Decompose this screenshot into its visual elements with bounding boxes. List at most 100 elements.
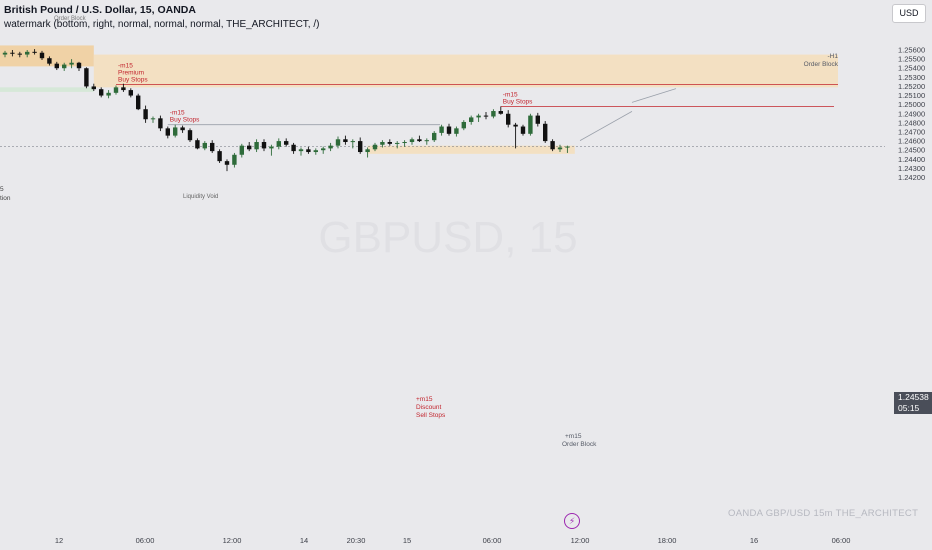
candle-body-37: [276, 141, 281, 147]
annotation-discount-2: Discount: [416, 404, 441, 411]
candle-body-28: [210, 142, 215, 152]
candle-body-76: [565, 146, 570, 148]
candle-body-53: [395, 142, 400, 144]
candle-body-72: [535, 115, 540, 124]
candle-body-19: [143, 109, 148, 120]
candle-body-59: [439, 126, 444, 133]
candle-body-49: [365, 149, 370, 153]
indicator-legend[interactable]: watermark (bottom, right, normal, normal…: [4, 19, 320, 30]
candle-body-18: [136, 95, 141, 110]
y-tick-6: 1.25000: [898, 100, 925, 109]
candle-body-55: [409, 139, 415, 143]
candle-body-43: [321, 148, 326, 151]
candle-body-75: [557, 147, 563, 150]
currency-button[interactable]: USD: [892, 4, 926, 23]
candle-body-52: [387, 142, 392, 144]
candle-body-33: [247, 145, 252, 150]
y-tick-7: 1.24900: [898, 109, 925, 118]
candle-body-8: [62, 64, 67, 69]
candle-body-12: [91, 86, 96, 90]
annotation-h1: -H1: [828, 53, 839, 60]
x-tick-5: 15: [403, 536, 411, 545]
annotation-discount-1: +m15: [416, 396, 433, 403]
level-label-0-1: Premium: [118, 70, 144, 77]
candle-body-17: [128, 90, 133, 96]
candle-body-51: [380, 142, 385, 145]
candle-body-73: [543, 123, 548, 142]
current-price-value: 1.24538: [898, 392, 929, 402]
y-tick-13: 1.24300: [898, 164, 925, 173]
y-tick-2: 1.25400: [898, 64, 925, 73]
y-tick-3: 1.25300: [898, 73, 925, 82]
x-tick-0: 12: [55, 536, 63, 545]
candle-body-0: [2, 52, 8, 55]
candle-body-20: [150, 118, 156, 120]
candle-body-36: [269, 146, 274, 149]
x-tick-6: 06:00: [483, 536, 502, 545]
candle-body-1: [10, 52, 15, 54]
zone-3: [367, 145, 575, 154]
level-label-2-1: Buy Stops: [170, 117, 200, 124]
x-tick-9: 16: [750, 536, 758, 545]
candle-body-46: [343, 139, 348, 143]
candle-body-60: [446, 126, 452, 134]
candle-body-11: [84, 68, 89, 87]
candle-body-30: [224, 161, 230, 165]
candle-body-25: [187, 130, 193, 141]
candle-body-64: [476, 115, 481, 118]
candle-body-16: [121, 87, 126, 91]
candle-body-38: [284, 141, 289, 145]
candle-body-41: [306, 149, 311, 153]
candle-body-32: [239, 145, 244, 155]
x-tick-10: 06:00: [832, 536, 851, 545]
candle-body-6: [47, 58, 52, 64]
level-label-1-1: Buy Stops: [503, 98, 533, 105]
chart-title: British Pound / U.S. Dollar, 15, OANDA: [4, 4, 196, 16]
candle-body-24: [180, 127, 185, 131]
candle-body-54: [402, 142, 407, 144]
price-axis-bg: [885, 0, 932, 550]
candle-body-35: [261, 142, 267, 149]
candle-body-66: [491, 111, 496, 117]
x-tick-2: 12:00: [223, 536, 242, 545]
candle-body-69: [513, 124, 518, 127]
zone-0: [0, 45, 94, 67]
candle-body-74: [550, 141, 555, 150]
annotation-h1-ob: Order Block: [804, 61, 839, 68]
candle-body-42: [313, 150, 318, 153]
x-tick-8: 18:00: [658, 536, 677, 545]
y-tick-14: 1.24200: [898, 173, 925, 182]
candle-body-62: [461, 121, 466, 129]
candle-body-34: [254, 142, 259, 150]
y-tick-10: 1.24600: [898, 137, 925, 146]
candle-body-21: [158, 118, 163, 129]
level-label-0-0: -m15: [118, 63, 133, 70]
y-tick-12: 1.24400: [898, 155, 925, 164]
annotation-zone-tion: tion: [0, 195, 11, 202]
y-tick-9: 1.24700: [898, 127, 925, 136]
candle-body-7: [54, 63, 59, 69]
candle-body-29: [217, 151, 222, 162]
candle-body-50: [372, 144, 378, 150]
candle-body-44: [328, 145, 333, 149]
candle-body-5: [39, 52, 45, 59]
x-tick-7: 12:00: [571, 536, 590, 545]
candle-body-9: [69, 62, 74, 65]
y-tick-11: 1.24500: [898, 146, 925, 155]
candle-body-70: [520, 126, 526, 134]
candle-body-39: [291, 144, 296, 152]
zone-1: [93, 54, 839, 88]
x-tick-1: 06:00: [136, 536, 155, 545]
level-label-1-0: -m15: [503, 91, 518, 98]
lightning-icon[interactable]: ⚡: [564, 513, 580, 529]
annotation-ob-m15-2: Order Block: [562, 441, 597, 448]
candle-body-14: [106, 92, 111, 96]
level-label-2-0: -m15: [170, 110, 185, 117]
footer-watermark: OANDA GBP/USD 15m THE_ARCHITECT: [728, 508, 919, 519]
projection-arrow-1: [631, 88, 677, 103]
current-price-tag: 1.24538 05:15: [894, 392, 932, 414]
bar-countdown: 05:15: [898, 403, 920, 413]
annotation-ob-left: Order Block: [54, 16, 87, 22]
y-tick-5: 1.25100: [898, 91, 925, 100]
